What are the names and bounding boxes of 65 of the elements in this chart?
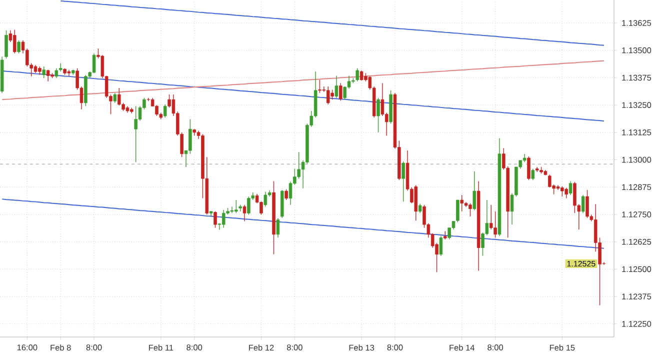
candlestick — [568, 180, 572, 196]
y-tick-label: 1.12500 — [622, 266, 652, 272]
candlestick — [247, 196, 250, 216]
candlestick — [531, 168, 535, 180]
candlestick — [494, 211, 497, 238]
candlestick — [188, 118, 192, 154]
candlestick — [468, 202, 472, 217]
candlestick — [527, 156, 530, 180]
candlestick — [163, 104, 167, 118]
y-tick-label: 1.12750 — [622, 212, 652, 218]
y-tick-label: 1.13625 — [622, 20, 652, 26]
candlestick — [214, 211, 217, 228]
y-tick-label: 1.12625 — [622, 238, 652, 245]
x-tick-label: Feb 14 — [450, 344, 474, 351]
candlestick — [548, 174, 552, 188]
candlestick — [456, 200, 460, 223]
candlestick — [439, 236, 443, 256]
candlestick — [318, 80, 322, 94]
x-tick-label: Feb 11 — [149, 344, 174, 351]
candlestick — [222, 210, 226, 228]
candlestick — [276, 218, 280, 238]
candlestick — [326, 86, 330, 105]
candlestick — [118, 88, 121, 106]
x-tick-label: 8:00 — [186, 344, 202, 350]
candlestick — [556, 184, 560, 190]
candlestick — [472, 171, 476, 211]
y-tick-label: 1.13375 — [622, 74, 652, 81]
candlestick — [92, 53, 96, 74]
x-tick-label: Feb 15 — [550, 344, 575, 351]
y-tick-label: 1.12250 — [622, 320, 652, 327]
candlestick — [330, 89, 334, 100]
y-tick-label: 1.13500 — [622, 47, 652, 54]
candlestick — [586, 190, 589, 218]
candlestick — [334, 75, 338, 98]
x-tick-label: 16:00 — [17, 344, 38, 350]
x-tick-label: Feb 13 — [349, 344, 374, 351]
x-tick-label: 8:00 — [286, 344, 302, 350]
y-tick-label: 1.12875 — [622, 184, 652, 190]
candlestick — [356, 68, 359, 82]
candlestick — [564, 187, 568, 199]
candlestick — [113, 92, 117, 104]
candlestick — [264, 191, 268, 207]
x-tick-label: Feb 12 — [249, 344, 274, 351]
x-tick-label: Feb 8 — [50, 344, 71, 351]
candlestick — [42, 66, 46, 78]
candlestick — [581, 194, 585, 214]
candlestick — [230, 206, 234, 214]
candlestick — [242, 204, 246, 222]
candlestick — [54, 68, 58, 78]
candlestick — [418, 203, 422, 214]
y-tick-label: 1.13250 — [622, 102, 652, 108]
candlestick — [376, 97, 380, 133]
candlestick — [573, 182, 576, 214]
candlestick — [4, 30, 8, 59]
candlestick — [339, 82, 342, 102]
candlestick — [360, 70, 364, 81]
candlestick — [284, 188, 288, 200]
x-tick-label: 8:00 — [488, 344, 504, 350]
y-tick-label: 1.13125 — [622, 129, 652, 136]
y-tick-label: 1.12375 — [622, 294, 652, 300]
y-tick-label: 1.13000 — [622, 156, 652, 163]
x-tick-label: 8:00 — [86, 344, 102, 350]
x-tick-label: 8:00 — [387, 344, 403, 350]
candlestick — [402, 161, 405, 202]
candlestick — [17, 40, 20, 54]
